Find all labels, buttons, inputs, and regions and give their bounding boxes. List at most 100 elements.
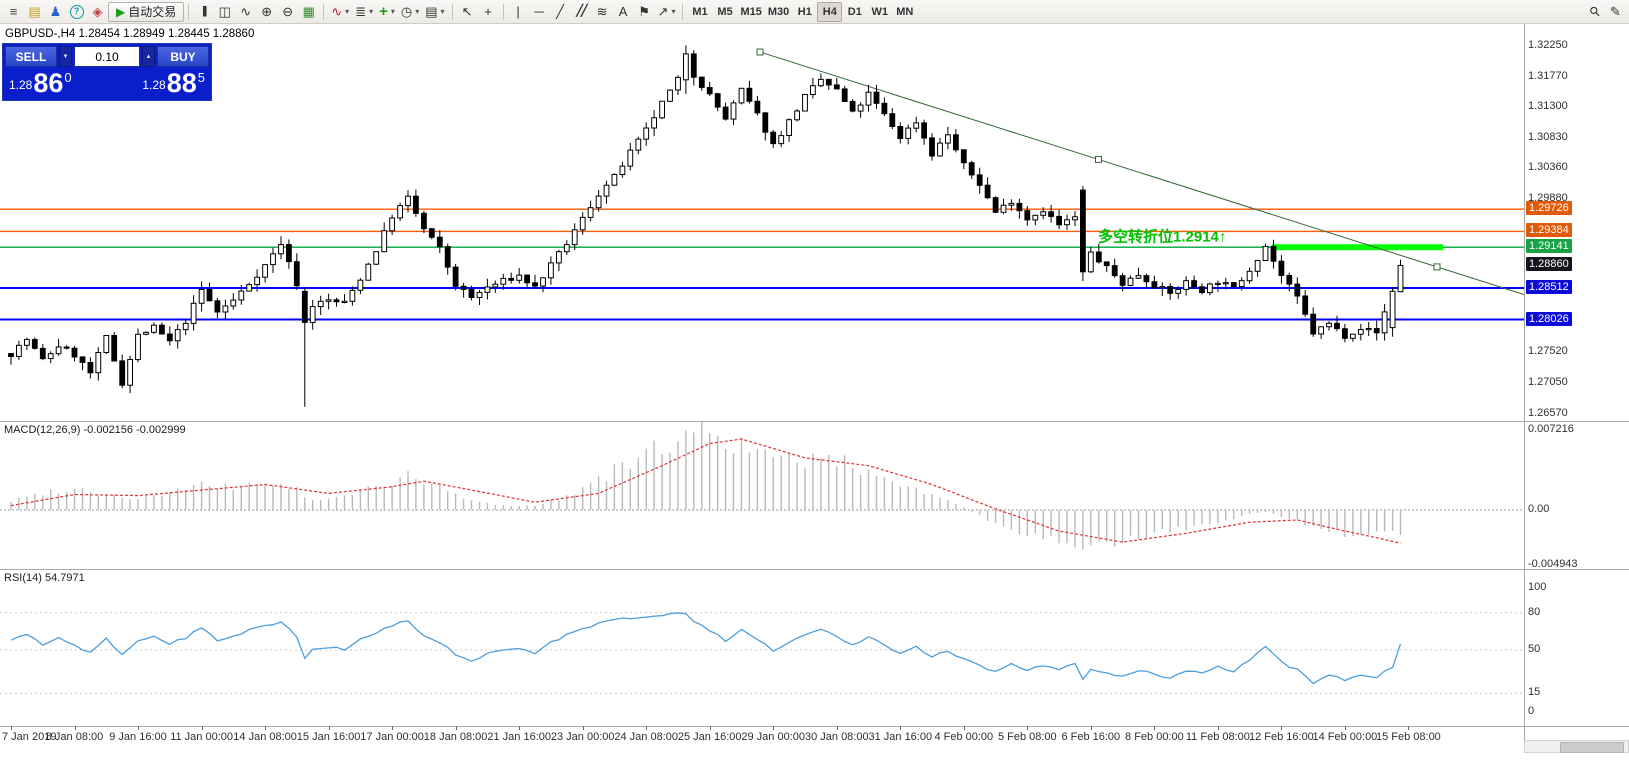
buy-button[interactable]: BUY — [157, 46, 209, 67]
time-axis-tick — [392, 726, 394, 730]
price-axis-tick: 1.32250 — [1528, 38, 1568, 51]
macd-indicator-pane[interactable] — [0, 421, 1524, 569]
bar-chart-icon[interactable]: ||| — [193, 2, 214, 22]
price-level-badge: 1.28512 — [1526, 280, 1572, 294]
time-axis-tick — [138, 726, 139, 730]
indicators-icon[interactable]: ∿ ▾ — [328, 2, 352, 22]
timeframe-m5[interactable]: M5 — [712, 2, 737, 22]
pane-divider[interactable] — [0, 569, 1629, 570]
cursor-icon[interactable]: ↖ — [457, 2, 478, 22]
channel-icon[interactable]: ╱╱ — [571, 2, 592, 22]
timeframe-d1[interactable]: D1 — [842, 2, 867, 22]
menu-icon[interactable]: ≡ — [3, 2, 24, 22]
lot-size-input[interactable] — [74, 46, 140, 67]
periods-icon[interactable]: ◷ ▾ — [398, 2, 422, 22]
timeframe-m1[interactable]: M1 — [687, 2, 712, 22]
new-order-icon[interactable]: ▤ — [24, 2, 45, 22]
macd-name: MACD(12,26,9) — [4, 424, 81, 436]
label-icon[interactable]: ⚑ — [634, 2, 655, 22]
lot-increase-button[interactable]: ▲ — [142, 46, 155, 67]
time-axis-tick — [1090, 726, 1092, 730]
help-icon[interactable]: ? — [66, 2, 87, 22]
toolbar-separator — [682, 3, 684, 20]
price-axis-tick: 1.27520 — [1528, 345, 1568, 358]
time-axis-label: 14 Jan 08:00 — [233, 731, 297, 743]
time-axis-label: 23 Jan 00:00 — [550, 731, 615, 743]
time-axis-tick — [709, 726, 711, 730]
price-chart[interactable]: 多空转折位1.2914↑ — [0, 24, 1524, 421]
scrollbar-thumb[interactable] — [1560, 742, 1624, 753]
add-indicator-icon[interactable]: + ▾ — [376, 2, 398, 22]
time-axis-label: 21 Jan 16:00 — [487, 731, 551, 743]
time-axis-tick — [328, 726, 330, 730]
templates-icon[interactable]: ▤ ▾ — [422, 2, 447, 22]
pane-divider[interactable] — [0, 421, 1629, 422]
price-level-badge: 1.29384 — [1526, 223, 1572, 238]
vertical-line-icon[interactable]: | — [508, 2, 529, 22]
toolbar-separator — [188, 3, 190, 20]
edit-icon[interactable]: ✎ — [1605, 2, 1626, 22]
horizontal-line-icon[interactable]: ─ — [529, 2, 550, 22]
fibonacci-icon[interactable]: ≋ — [592, 2, 613, 22]
macd-values: -0.002156 -0.002999 — [83, 424, 186, 436]
arrow-tools-icon[interactable]: ↗ ▾ — [655, 2, 679, 22]
time-axis[interactable]: 7 Jan 2019 8 Jan 08:00 9 Jan 16:00 11 Jan 0… — [0, 726, 1524, 750]
macd-axis-tick: 0.00 — [1528, 503, 1550, 515]
timeframe-h1[interactable]: H1 — [792, 2, 817, 22]
indicator-windows-icon[interactable]: ≣ ▾ — [352, 2, 376, 22]
time-axis-label: 4 Feb 00:00 — [934, 731, 994, 743]
buy-price-display: 1.28 88 5 — [142, 67, 205, 98]
price-axis-tick: 1.30360 — [1528, 161, 1568, 174]
price-level-badge: 1.29726 — [1526, 201, 1572, 216]
buy-price-big: 88 — [166, 67, 197, 98]
time-axis-tick — [74, 726, 76, 730]
timeframe-h4[interactable]: H4 — [817, 1, 843, 22]
toolbar-separator — [451, 3, 453, 20]
text-icon[interactable]: A — [613, 2, 634, 22]
rsi-axis-tick: 50 — [1528, 643, 1541, 655]
tile-windows-icon[interactable]: ▦ — [298, 2, 319, 22]
lot-decrease-button[interactable]: ▼ — [59, 46, 72, 67]
rsi-name: RSI(14) — [4, 572, 42, 584]
timeframe-m30[interactable]: M30 — [765, 2, 792, 22]
time-axis-tick — [1154, 726, 1156, 730]
zoom-in-icon[interactable]: ⊕ — [256, 2, 277, 22]
time-axis-tick — [519, 726, 521, 730]
time-axis-label: 6 Feb 16:00 — [1061, 731, 1121, 743]
rsi-indicator-pane[interactable] — [0, 569, 1524, 726]
trendline-icon[interactable]: ╱ — [550, 2, 571, 22]
auto-trading-button[interactable]: ▶ 自动交易 — [108, 1, 185, 22]
symbol-search-icon[interactable]: ⚲ — [1585, 2, 1604, 21]
sell-price-display: 1.28 86 0 — [9, 69, 72, 96]
sell-price-prefix: 1.28 — [9, 78, 33, 92]
price-axis[interactable]: 1.32250 1.31770 1.31300 1.30830 1.30360 1.298… — [1525, 24, 1629, 764]
time-axis-label: 5 Feb 08:00 — [997, 731, 1057, 743]
time-axis-tick — [1027, 726, 1029, 730]
timeframe-m15[interactable]: M15 — [737, 2, 764, 22]
time-axis-tick — [11, 726, 12, 730]
time-axis-tick — [1217, 726, 1219, 730]
horizontal-scrollbar[interactable] — [1524, 740, 1629, 753]
time-axis-label: 24 Jan 08:00 — [614, 731, 678, 743]
metaquotes-icon[interactable]: ◈ — [87, 2, 108, 22]
macd-axis-tick: 0.007216 — [1528, 423, 1574, 435]
one-click-trading-panel: SELL ▼ ▲ BUY 1.28 86 0 1.28 88 5 — [2, 43, 212, 101]
time-axis-tick — [646, 726, 648, 730]
axis-border — [1524, 24, 1525, 748]
accounts-icon[interactable]: ♟ — [45, 2, 66, 22]
crosshair-icon[interactable]: + — [478, 2, 499, 22]
timeframe-mn[interactable]: MN — [892, 2, 917, 22]
time-axis-tick — [773, 726, 775, 730]
time-axis-label: 25 Jan 16:00 — [677, 731, 742, 743]
candlestick-chart-icon[interactable]: ◫ — [214, 2, 235, 22]
line-chart-icon[interactable]: ∿ — [235, 2, 256, 22]
sell-button[interactable]: SELL — [5, 46, 57, 67]
time-axis-label: 11 Jan 00:00 — [170, 731, 233, 743]
zoom-out-icon[interactable]: ⊖ — [277, 2, 298, 22]
time-axis-tick — [900, 726, 902, 730]
sell-price-pip: 0 — [64, 70, 72, 85]
timeframe-w1[interactable]: W1 — [867, 2, 892, 22]
time-axis-tick — [1344, 726, 1346, 730]
time-axis-label: 8 Jan 08:00 — [45, 731, 104, 743]
time-axis-label: 29 Jan 00:00 — [741, 731, 805, 743]
